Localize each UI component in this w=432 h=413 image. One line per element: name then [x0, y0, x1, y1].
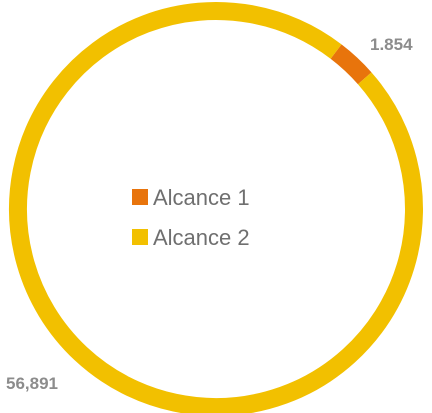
- donut-slice-alcance-1: [330, 44, 372, 85]
- legend: Alcance 1 Alcance 2: [132, 185, 250, 250]
- legend-item-alcance-2: Alcance 2: [132, 225, 250, 250]
- legend-swatch-alcance-2: [132, 229, 148, 245]
- donut-slice-alcance-2: [9, 2, 423, 413]
- donut-slices: [9, 2, 423, 413]
- data-label-alcance-1: 1.854: [370, 35, 413, 54]
- legend-swatch-alcance-1: [132, 189, 148, 205]
- legend-label-alcance-1: Alcance 1: [153, 185, 250, 210]
- legend-item-alcance-1: Alcance 1: [132, 185, 250, 210]
- legend-label-alcance-2: Alcance 2: [153, 225, 250, 250]
- data-label-alcance-2: 56,891: [6, 374, 58, 393]
